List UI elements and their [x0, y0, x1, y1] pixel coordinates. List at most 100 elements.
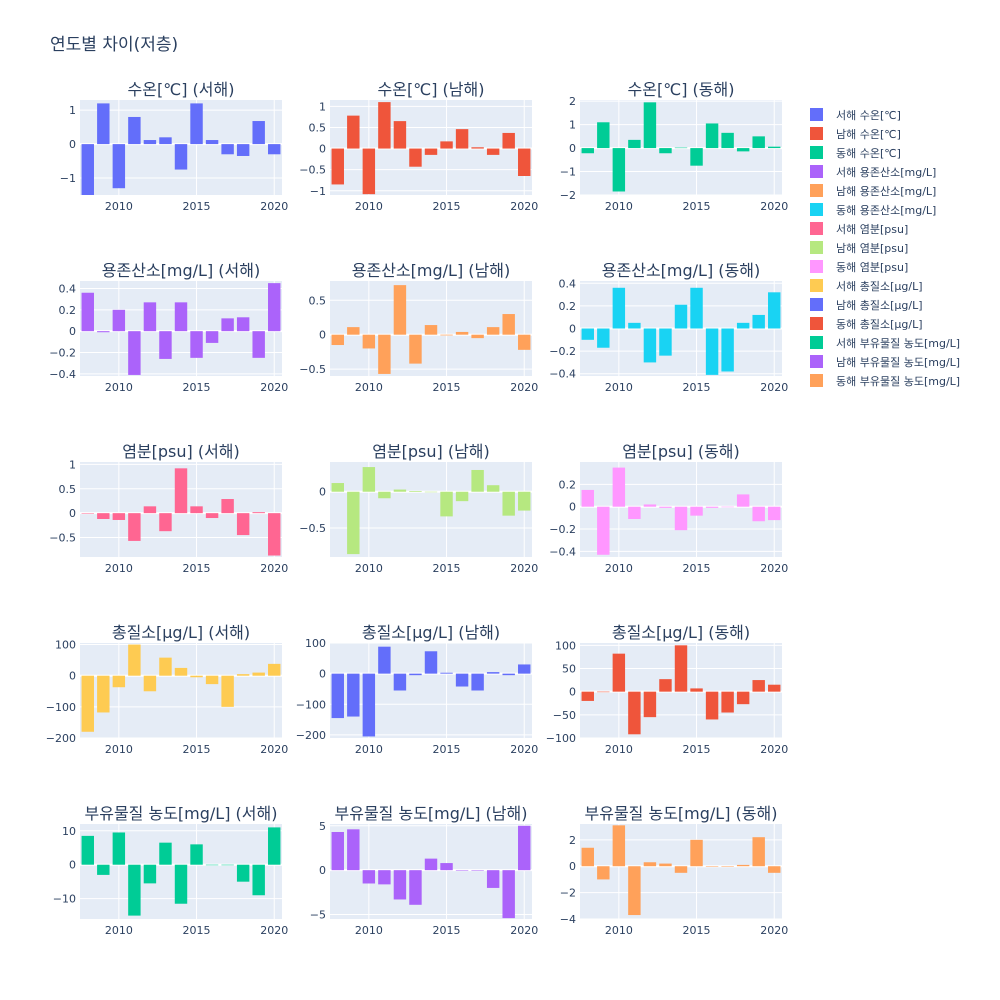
legend-item[interactable]: 동해 총질소[μg/L]	[810, 317, 923, 331]
bar[interactable]	[190, 331, 203, 358]
bar[interactable]	[112, 675, 126, 688]
bar[interactable]	[268, 663, 281, 676]
legend-item[interactable]: 서해 용존산소[mg/L]	[810, 165, 936, 179]
bar[interactable]	[486, 485, 500, 492]
bar[interactable]	[721, 328, 734, 372]
bar[interactable]	[205, 864, 219, 866]
bar[interactable]	[221, 499, 234, 514]
bar[interactable]	[643, 102, 657, 149]
bar[interactable]	[81, 835, 94, 865]
bar[interactable]	[581, 148, 594, 154]
bar[interactable]	[268, 283, 281, 332]
bar[interactable]	[581, 328, 594, 340]
bar[interactable]	[518, 334, 531, 350]
bar[interactable]	[128, 116, 141, 145]
bar[interactable]	[378, 646, 391, 674]
bar[interactable]	[581, 691, 594, 701]
bar[interactable]	[378, 870, 391, 885]
bar[interactable]	[721, 506, 734, 508]
bar[interactable]	[331, 831, 344, 871]
bar[interactable]	[659, 148, 672, 154]
bar[interactable]	[628, 139, 641, 149]
bar[interactable]	[628, 866, 641, 916]
bar[interactable]	[736, 148, 750, 152]
bar[interactable]	[440, 491, 453, 517]
legend-item[interactable]: 남해 부유물질 농도[mg/L]	[810, 355, 960, 369]
bar[interactable]	[612, 287, 626, 329]
legend-item[interactable]: 서해 총질소[μg/L]	[810, 279, 923, 293]
bar[interactable]	[424, 858, 438, 871]
bar[interactable]	[331, 483, 344, 492]
bar[interactable]	[97, 675, 110, 713]
bar[interactable]	[752, 837, 765, 867]
bar[interactable]	[705, 506, 719, 508]
legend-item[interactable]: 동해 수온[℃]	[810, 146, 901, 160]
bar[interactable]	[159, 513, 172, 532]
legend[interactable]: 서해 수온[℃] 남해 수온[℃] 동해 수온[℃] 서해 용존산소[mg/L] 남해 …	[810, 108, 960, 388]
bar[interactable]	[347, 115, 360, 149]
bar[interactable]	[252, 672, 265, 676]
bar[interactable]	[378, 102, 391, 149]
bar[interactable]	[440, 141, 453, 149]
bar[interactable]	[674, 645, 688, 692]
bar[interactable]	[705, 123, 719, 149]
bar[interactable]	[674, 304, 688, 329]
bar[interactable]	[393, 673, 407, 691]
bar[interactable]	[378, 491, 391, 499]
bar[interactable]	[252, 512, 265, 514]
bar[interactable]	[424, 651, 438, 674]
bar[interactable]	[409, 870, 422, 905]
bar[interactable]	[752, 680, 765, 692]
bar[interactable]	[612, 825, 626, 867]
bar[interactable]	[128, 331, 141, 375]
bar[interactable]	[205, 140, 219, 145]
bar[interactable]	[159, 657, 172, 676]
bar[interactable]	[690, 688, 703, 692]
bar[interactable]	[597, 691, 610, 693]
bar[interactable]	[486, 327, 500, 335]
legend-item[interactable]: 동해 염분[psu]	[810, 260, 908, 274]
bar[interactable]	[362, 467, 376, 492]
bar[interactable]	[236, 864, 250, 882]
bar[interactable]	[409, 334, 422, 364]
bar[interactable]	[143, 140, 157, 145]
bar[interactable]	[236, 144, 250, 156]
bar[interactable]	[597, 866, 610, 880]
bar[interactable]	[393, 489, 407, 492]
bar[interactable]	[471, 469, 484, 492]
bar[interactable]	[128, 864, 141, 916]
bar[interactable]	[190, 675, 203, 678]
bar[interactable]	[440, 672, 453, 674]
bar[interactable]	[721, 132, 734, 149]
bar[interactable]	[424, 325, 438, 335]
bar[interactable]	[690, 506, 703, 516]
bar[interactable]	[455, 331, 469, 335]
bar[interactable]	[736, 691, 750, 705]
bar[interactable]	[597, 122, 610, 149]
bar[interactable]	[502, 314, 515, 335]
bar[interactable]	[690, 148, 703, 166]
bar[interactable]	[721, 866, 734, 867]
bar[interactable]	[628, 506, 641, 519]
bar[interactable]	[409, 491, 422, 492]
bar[interactable]	[674, 866, 688, 873]
legend-item[interactable]: 남해 염분[psu]	[810, 241, 908, 255]
bar[interactable]	[393, 121, 407, 149]
bar[interactable]	[736, 494, 750, 507]
bar[interactable]	[705, 328, 719, 375]
bar[interactable]	[502, 491, 515, 516]
bar[interactable]	[143, 675, 157, 692]
legend-item[interactable]: 남해 용존산소[mg/L]	[810, 184, 936, 198]
bar[interactable]	[628, 322, 641, 329]
bar[interactable]	[331, 673, 344, 719]
bar[interactable]	[268, 513, 281, 556]
bar[interactable]	[221, 864, 234, 866]
bar[interactable]	[393, 870, 407, 900]
bar[interactable]	[347, 327, 360, 335]
legend-item[interactable]: 동해 부유물질 농도[mg/L]	[810, 374, 960, 388]
bar[interactable]	[597, 506, 610, 555]
bar[interactable]	[174, 667, 188, 676]
bar[interactable]	[347, 673, 360, 717]
bar[interactable]	[690, 839, 703, 867]
bar[interactable]	[347, 829, 360, 871]
